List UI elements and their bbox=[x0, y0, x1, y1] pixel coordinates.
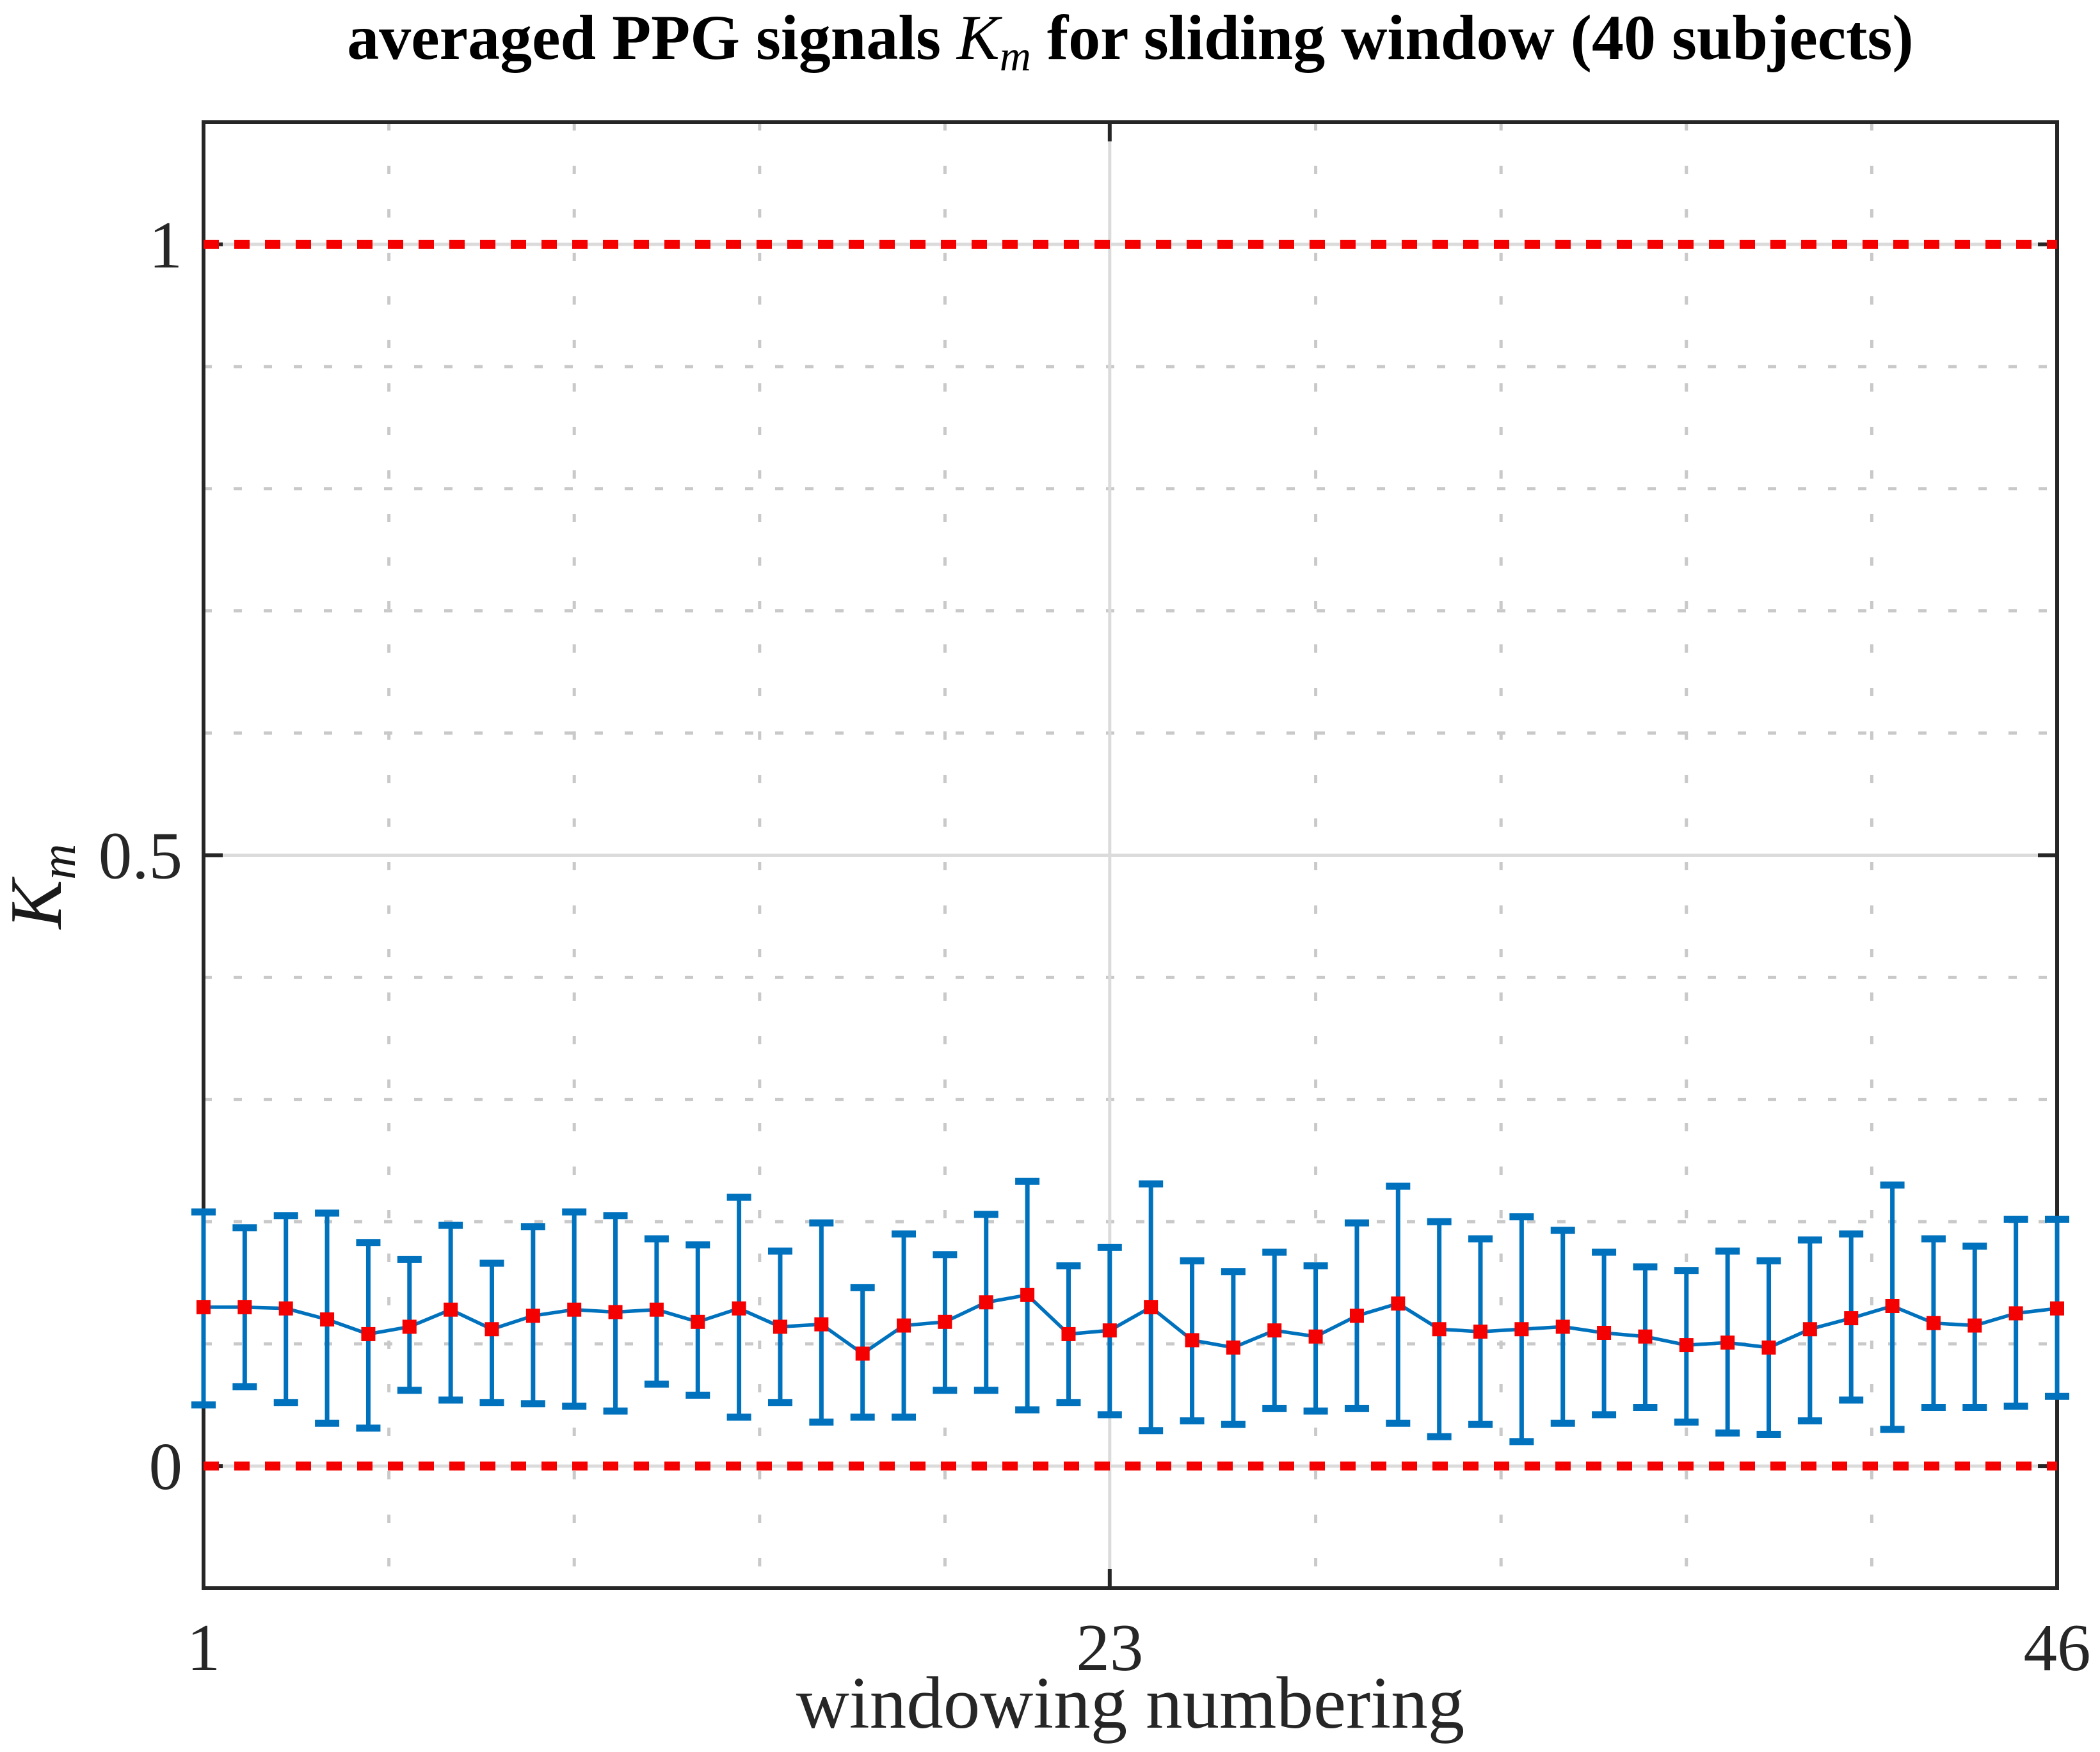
x-axis-label: windowing numbering bbox=[796, 1662, 1465, 1744]
x-tick-label: 46 bbox=[2024, 1610, 2091, 1685]
x-tick-label: 23 bbox=[1076, 1610, 1143, 1685]
chart-title-math-sub: m bbox=[1000, 31, 1031, 80]
y-axis-label-sub: m bbox=[30, 843, 86, 879]
y-axis-label: Km bbox=[0, 843, 86, 930]
axes-box bbox=[202, 120, 2059, 1590]
y-tick-label: 0.5 bbox=[99, 818, 182, 893]
chart-title: averaged PPG signals Km for sliding wind… bbox=[347, 2, 1913, 80]
series-markers bbox=[196, 1287, 2064, 1361]
y-tick-label: 0 bbox=[149, 1429, 183, 1504]
y-tick-label: 1 bbox=[149, 207, 183, 282]
x-tick-label: 1 bbox=[187, 1610, 221, 1685]
chart-title-math: K bbox=[956, 2, 1002, 73]
series-line bbox=[204, 1293, 2058, 1356]
y-axis-label-math: K bbox=[0, 877, 77, 930]
chart-title-prefix: averaged PPG signals bbox=[347, 2, 957, 73]
error-bars bbox=[191, 1177, 2069, 1445]
reference-lines bbox=[204, 239, 2057, 1471]
tick-labels: 1 23 46 0 0.5 1 bbox=[99, 207, 2091, 1685]
chart-title-suffix: for sliding window (40 subjects) bbox=[1031, 2, 1914, 73]
gridlines bbox=[204, 122, 2057, 1588]
